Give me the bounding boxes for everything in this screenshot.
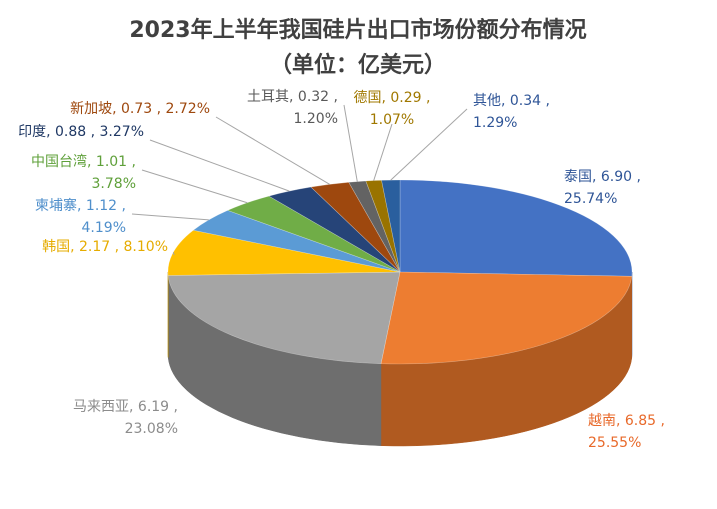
- data-label-柬埔寨: 柬埔寨, 1.12 , 4.19%: [35, 197, 126, 236]
- data-label-中国台湾: 中国台湾, 1.01 , 3.78%: [31, 153, 136, 192]
- leader-line-中国台湾: [141, 169, 248, 204]
- leader-line-德国: [373, 123, 393, 181]
- data-label-越南: 越南, 6.85 , 25.55%: [588, 413, 665, 451]
- data-label-土耳其: 土耳其, 0.32 , 1.20%: [247, 89, 338, 127]
- data-label-泰国: 泰国, 6.90 , 25.74%: [564, 169, 641, 207]
- data-label-新加坡: 新加坡, 0.73 , 2.72%: [70, 101, 210, 117]
- leader-line-印度: [149, 139, 290, 192]
- pie-slice-韩国: [167, 229, 401, 276]
- pie-slice-中国台湾: [226, 195, 401, 273]
- pie-slice-柬埔寨: [192, 210, 401, 273]
- data-label-其他: 其他, 0.34 , 1.29%: [473, 93, 550, 131]
- pie-slice-印度: [268, 186, 401, 273]
- chart-title: 2023年上半年我国硅片出口市场份额分布情况: [129, 17, 586, 43]
- chart-subtitle: （单位：亿美元）: [270, 52, 446, 78]
- pie-side-walls: [167, 271, 633, 447]
- data-label-德国: 德国, 0.29 , 1.07%: [354, 90, 431, 128]
- pie-slice-泰国: [399, 179, 633, 277]
- data-labels: 泰国, 6.90 , 25.74% 越南, 6.85 , 25.55% 马来西亚, 6.…: [18, 89, 665, 451]
- leader-lines: [131, 104, 468, 256]
- pie-slice-马来西亚: [167, 271, 401, 364]
- pie-slice-德国: [365, 179, 401, 273]
- leader-line-韩国: [172, 252, 175, 256]
- leader-line-新加坡: [215, 116, 330, 185]
- pie-slice-越南: [380, 271, 633, 365]
- data-label-韩国: 韩国, 2.17 , 8.10%: [42, 239, 168, 255]
- pie-slices: [167, 179, 633, 365]
- pie-slice-其他: [381, 179, 401, 273]
- leader-line-土耳其: [343, 104, 358, 182]
- leader-line-柬埔寨: [131, 213, 209, 221]
- data-label-印度: 印度, 0.88 , 3.27%: [18, 124, 144, 140]
- leader-line-其他: [390, 108, 468, 181]
- data-label-马来西亚: 马来西亚, 6.19 , 23.08%: [73, 399, 178, 437]
